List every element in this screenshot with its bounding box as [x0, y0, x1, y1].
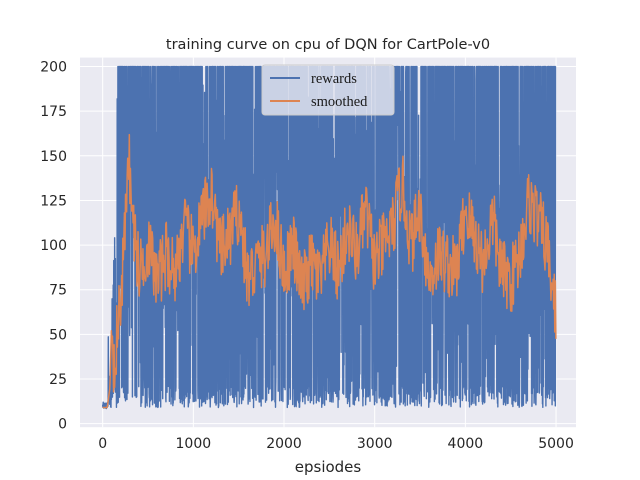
x-tick-label: 4000: [448, 436, 484, 452]
y-tick-labels: 0 25 50 75 100 125 150 175 200: [40, 60, 67, 433]
y-tick-label: 125: [40, 193, 67, 209]
y-tick-label: 0: [58, 417, 67, 433]
y-tick-label: 200: [40, 60, 67, 76]
chart-title: training curve on cpu of DQN for CartPol…: [166, 37, 490, 53]
y-tick-label: 75: [49, 283, 67, 299]
smoothed-series: [102, 133, 557, 409]
x-tick-label: 3000: [357, 436, 393, 452]
x-tick-label: 5000: [538, 436, 574, 452]
y-tick-label: 150: [40, 149, 67, 165]
smoothed-line: [102, 133, 557, 409]
legend: rewards smoothed: [261, 64, 395, 116]
x-tick-label: 0: [98, 436, 107, 452]
y-tick-label: 25: [49, 372, 67, 388]
rewards-series: [101, 65, 557, 410]
x-tick-label: 1000: [176, 436, 212, 452]
legend-smoothed-label: smoothed: [311, 94, 368, 110]
y-tick-label: 50: [49, 327, 67, 343]
legend-rewards-label: rewards: [311, 71, 357, 87]
x-tick-label: 2000: [266, 436, 302, 452]
y-tick-label: 100: [40, 238, 67, 254]
x-tick-labels: 0 1000 2000 3000 4000 5000: [98, 436, 574, 452]
y-tick-label: 175: [40, 104, 67, 120]
rewards-line: [101, 65, 557, 410]
x-axis-label: epsiodes: [295, 458, 362, 476]
